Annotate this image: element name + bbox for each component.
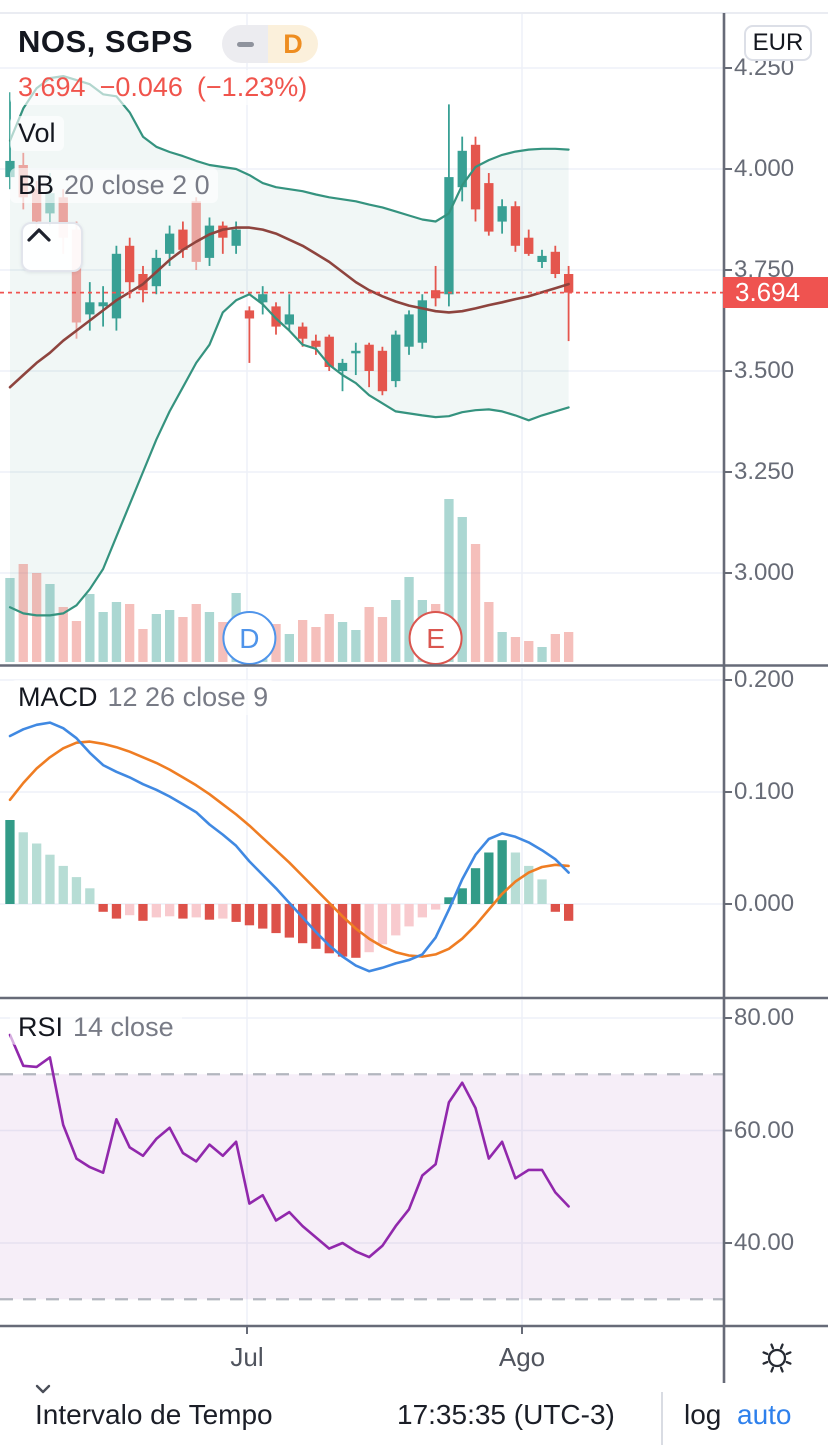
time-axis-label-ago: Ago (498, 1342, 546, 1372)
bottom-toolbar: Intervalo de Tempo 17:35:35 (UTC-3) log … (0, 1384, 828, 1445)
last-price: 3.694 (18, 72, 86, 102)
drawing-tools-segment[interactable] (222, 25, 268, 63)
pane-dividers (0, 12, 828, 1383)
rsi-params: 14 close (73, 1012, 174, 1042)
macd-label: MACD (18, 682, 98, 712)
dividend-marker[interactable]: D (222, 611, 277, 665)
symbol-name: NOS, SGPS (18, 24, 194, 59)
bollinger-lower-band (8, 293, 570, 617)
chevron-up-icon (27, 228, 51, 242)
price-change-percent: (−1.23%) (196, 72, 308, 102)
symbol-title[interactable]: NOS, SGPS (10, 22, 202, 62)
interval-dropdown-button[interactable]: Intervalo de Tempo (35, 1384, 273, 1445)
interval-dropdown-label: Intervalo de Tempo (35, 1398, 273, 1430)
macd-line (8, 721, 570, 973)
rsi-line (8, 1033, 570, 1259)
rsi-band-fill (0, 1074, 723, 1300)
earnings-marker[interactable]: E (408, 611, 463, 665)
macd-tick-label: 0.200 (734, 666, 795, 693)
toolbar-divider (661, 1392, 663, 1445)
legend-bollinger[interactable]: BB 20 close 2 0 (10, 168, 218, 203)
session-clock[interactable]: 17:35:35 (UTC-3) (397, 1398, 615, 1430)
log-scale-toggle[interactable]: log (684, 1398, 722, 1430)
bb-params: 20 close 2 0 (64, 170, 210, 200)
legend-rsi[interactable]: RSI 14 close (10, 1010, 182, 1045)
interval-selector[interactable]: D (222, 25, 318, 63)
current-price-tag: 3.694 (723, 277, 828, 308)
rsi-label: RSI (18, 1012, 64, 1042)
legend-volume[interactable]: Vol (10, 116, 64, 151)
macd-signal-line (8, 740, 570, 958)
macd-tick-label: 0.000 (734, 890, 795, 917)
price-tick-label: 3.000 (734, 559, 795, 586)
price-tick-label: 3.250 (734, 458, 795, 485)
chart-settings-button[interactable] (757, 1338, 797, 1378)
bollinger-basis-line (8, 226, 570, 389)
price-change: −0.046 (99, 72, 183, 102)
currency-button[interactable]: EUR (744, 25, 812, 61)
interval-badge[interactable]: D (268, 25, 318, 63)
rsi-tick-label: 80.00 (734, 1004, 795, 1031)
rsi-tick-label: 40.00 (734, 1229, 795, 1256)
bb-label: BB (18, 170, 55, 200)
bollinger-fill (10, 76, 569, 616)
time-axis-label-jul: Jul (230, 1342, 264, 1372)
dash-icon (236, 41, 254, 47)
price-tick-label: 4.000 (734, 155, 795, 182)
price-tick-label: 3.500 (734, 357, 795, 384)
svg-text:E: E (426, 623, 445, 654)
price-readout: 3.694 −0.046 (−1.23%) (10, 70, 316, 105)
axis-tick-marks (246, 67, 732, 1334)
gear-icon (762, 1343, 792, 1373)
macd-histogram (5, 820, 574, 958)
macd-params: 12 26 close 9 (107, 682, 269, 712)
collapse-legend-button[interactable] (21, 222, 83, 272)
rsi-tick-label: 60.00 (734, 1116, 795, 1144)
legend-macd[interactable]: MACD 12 26 close 9 (10, 680, 277, 715)
macd-tick-label: 0.100 (734, 778, 795, 805)
auto-scale-toggle[interactable]: auto (737, 1398, 792, 1430)
chevron-down-icon (35, 1384, 51, 1394)
svg-text:D: D (239, 623, 259, 654)
volume-label: Vol (18, 118, 56, 148)
